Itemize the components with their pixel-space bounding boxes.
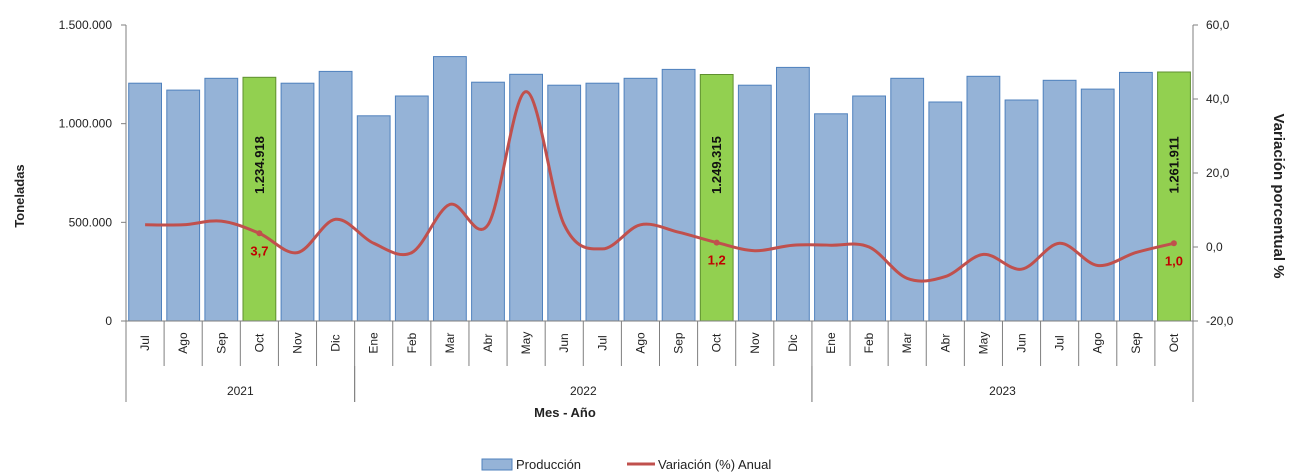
- x-tick-label-13: Ago: [633, 332, 647, 354]
- bar-13: [623, 77, 658, 322]
- bar-16: [737, 84, 772, 322]
- x-axis-title: Mes - Año: [534, 405, 596, 420]
- bar-value-label-15: 1.249.315: [709, 136, 724, 194]
- y-right-tick-label-0: -20,0: [1206, 314, 1234, 328]
- x-tick-label-19: Feb: [862, 332, 876, 353]
- bar-3: [242, 76, 277, 322]
- x-tick-label-0: Jul: [138, 335, 152, 350]
- legend-label-variacion: Variación (%) Anual: [658, 457, 771, 472]
- x-tick-label-3: Oct: [252, 333, 266, 352]
- bar-17: [776, 66, 810, 322]
- x-tick-label-4: Nov: [291, 332, 305, 353]
- bar-26: [1119, 71, 1153, 322]
- bar-18: [814, 113, 848, 322]
- bar-21: [928, 101, 963, 322]
- x-tick-label-8: Mar: [443, 333, 457, 354]
- bar-11: [547, 84, 582, 322]
- x-tick-label-15: Oct: [710, 333, 724, 352]
- x-tick-label-27: Oct: [1167, 333, 1181, 352]
- bar-14: [661, 68, 696, 322]
- y-right-tick-label-3: 40,0: [1206, 92, 1230, 106]
- bar-6: [356, 115, 391, 322]
- variacion-line: [145, 90, 1175, 283]
- x-tick-label-24: Jul: [1053, 335, 1067, 350]
- x-tick-label-10: May: [519, 332, 533, 355]
- x-tick-label-9: Abr: [481, 334, 495, 353]
- bar-7: [394, 95, 429, 322]
- bar-22: [966, 75, 1001, 322]
- x-tick-label-20: Mar: [900, 333, 914, 354]
- x-tick-label-23: Jun: [1015, 333, 1029, 352]
- y-right-tick-label-2: 20,0: [1206, 166, 1230, 180]
- x-tick-label-22: May: [976, 332, 990, 355]
- bar-24: [1042, 79, 1077, 322]
- bar-20: [890, 77, 925, 322]
- x-tick-label-25: Ago: [1091, 332, 1105, 354]
- y-left-tick-label-0: 0: [105, 314, 112, 328]
- x-tick-label-6: Ene: [367, 332, 381, 354]
- x-tick-label-12: Jul: [595, 335, 609, 350]
- year-label-2023: 2023: [989, 384, 1016, 398]
- axes-group: 0 500.000 1.000.000 1.500.000 -20,0 0,0 20,0 40…: [59, 18, 1234, 402]
- bar-23: [1004, 99, 1039, 322]
- bar-19: [852, 95, 887, 322]
- bar-0: [128, 82, 162, 322]
- x-tick-label-11: Jun: [557, 333, 571, 352]
- pct-value-label-3: 3,7: [250, 243, 268, 258]
- bar-2: [204, 77, 239, 322]
- data-labels-group: 1.234.918 1.249.315 1.261.911 3,7 1,2 1,0: [250, 136, 1183, 268]
- legend-swatch-produccion: [481, 458, 513, 471]
- line-group: [145, 90, 1177, 283]
- y-left-axis-title: Toneladas: [12, 164, 27, 227]
- legend-label-produccion: Producción: [516, 457, 581, 472]
- year-label-2022: 2022: [570, 384, 597, 398]
- bar-27: [1157, 71, 1191, 322]
- y-left-tick-label-1: 500.000: [69, 215, 113, 229]
- x-tick-label-17: Dic: [786, 334, 800, 351]
- variacion-marker-3: [256, 230, 263, 237]
- bar-8: [433, 56, 467, 322]
- y-right-axis-title: Variación porcentual %: [1270, 113, 1287, 278]
- bar-9: [471, 81, 505, 322]
- x-tick-label-21: Abr: [938, 334, 952, 353]
- x-tick-label-16: Nov: [748, 332, 762, 353]
- bar-1: [166, 89, 201, 322]
- x-tick-label-18: Ene: [824, 332, 838, 354]
- bar-25: [1080, 88, 1115, 322]
- bar-12: [585, 82, 620, 322]
- pct-value-label-27: 1,0: [1165, 253, 1183, 268]
- bar-value-label-27: 1.261.911: [1166, 136, 1181, 193]
- bars-group: [128, 56, 1191, 322]
- x-tick-label-7: Feb: [405, 332, 419, 353]
- y-left-tick-label-2: 1.000.000: [59, 117, 113, 131]
- bar-4: [280, 82, 315, 322]
- y-right-tick-label-1: 0,0: [1206, 240, 1223, 254]
- bar-value-label-3: 1.234.918: [252, 136, 267, 194]
- x-tick-label-26: Sep: [1129, 332, 1143, 354]
- y-right-tick-label-4: 60,0: [1206, 18, 1230, 32]
- legend: Producción Variación (%) Anual: [481, 457, 771, 472]
- year-label-2021: 2021: [227, 384, 254, 398]
- x-tick-label-5: Dic: [329, 334, 343, 351]
- variacion-marker-27: [1170, 240, 1177, 247]
- x-tick-label-14: Sep: [672, 332, 686, 354]
- bar-5: [318, 70, 353, 322]
- pct-value-label-15: 1,2: [708, 253, 726, 268]
- bar-15: [699, 74, 734, 322]
- x-tick-label-1: Ago: [176, 332, 190, 354]
- y-left-tick-label-3: 1.500.000: [59, 18, 113, 32]
- variacion-marker-15: [713, 239, 720, 246]
- x-tick-label-2: Sep: [214, 332, 228, 354]
